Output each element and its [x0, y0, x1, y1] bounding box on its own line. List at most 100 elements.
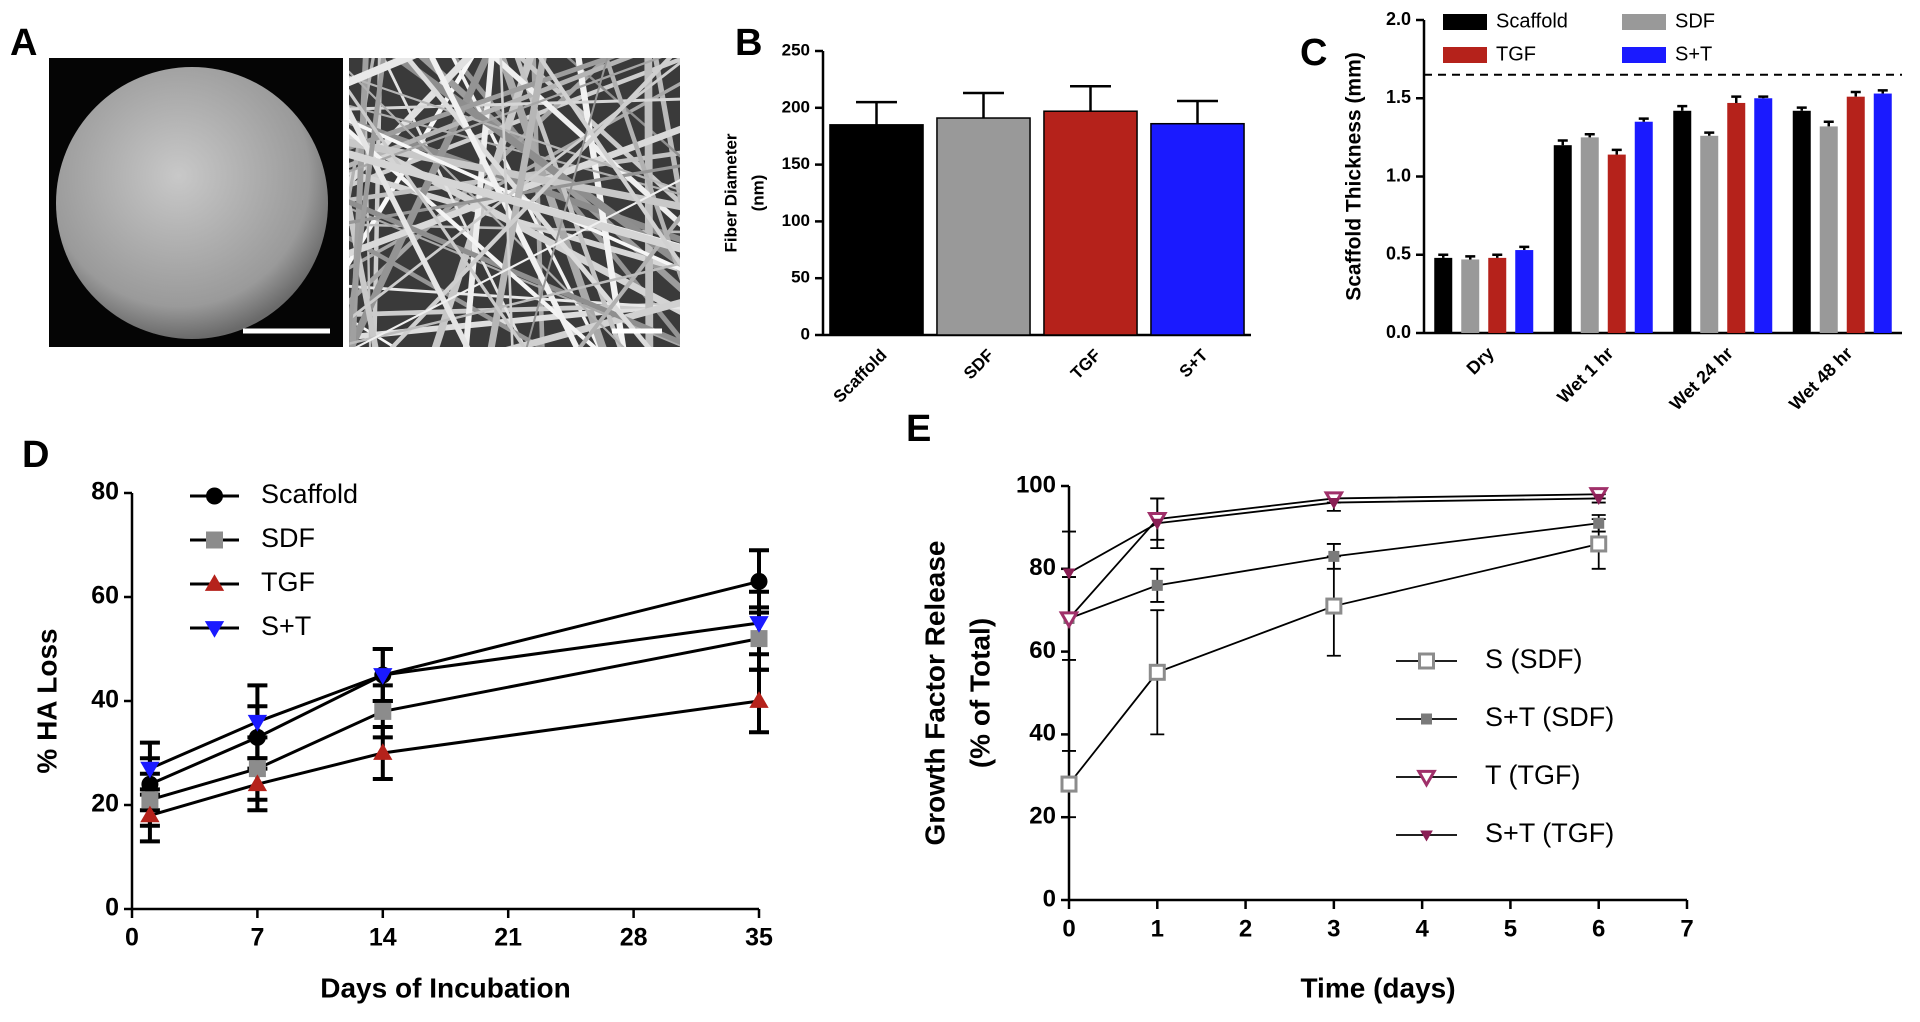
marker [248, 728, 266, 746]
legend-swatch [1622, 14, 1666, 30]
y-tick-label: 2.0 [1386, 9, 1411, 29]
fiber [354, 179, 680, 347]
bar [1700, 135, 1719, 333]
x-tick-label: Scaffold [830, 346, 891, 407]
marker [1058, 611, 1080, 630]
fiber [349, 138, 680, 211]
legend-marker [1420, 830, 1433, 842]
legend-label: T (TGF) [1485, 760, 1580, 790]
x-axis-label: Days of Incubation [320, 972, 570, 1003]
series-line [1068, 493, 1599, 620]
fiber [349, 125, 680, 257]
legend-label: SDF [1675, 10, 1715, 32]
fiber [349, 97, 680, 111]
bar [1553, 145, 1572, 333]
y-tick-label: 0.5 [1386, 244, 1411, 264]
y-tick-label: 200 [782, 97, 810, 116]
y-axis-label: (% of Total) [964, 618, 995, 768]
series-line [149, 621, 760, 770]
marker [1151, 579, 1163, 591]
fibers [349, 58, 680, 347]
marker [1060, 775, 1078, 793]
error-bar [856, 100, 897, 125]
fiber [349, 88, 526, 347]
y-tick-label: 40 [1029, 720, 1056, 747]
legend-marker [206, 487, 223, 505]
x-axis-label: Time (days) [1300, 972, 1455, 1003]
fiber [652, 58, 680, 211]
fiber [363, 58, 372, 347]
fiber [429, 58, 580, 347]
x-tick-label: 0 [1062, 915, 1075, 942]
y-tick-label: 40 [91, 686, 119, 714]
bar [1792, 110, 1811, 334]
marker [1148, 663, 1166, 681]
x-tick-label: 21 [494, 924, 522, 952]
x-tick-label: SDF [960, 346, 997, 383]
bar [1580, 137, 1599, 333]
error-bar [1850, 90, 1861, 97]
fiber [349, 58, 369, 347]
x-tick-label: 35 [745, 924, 773, 952]
bar [1819, 126, 1838, 333]
fiber [499, 58, 514, 347]
legend-marker [204, 621, 225, 638]
y-tick-label: 0 [105, 894, 119, 922]
bar [1488, 257, 1507, 333]
fiber [349, 235, 545, 347]
x-tick-label: Dry [1463, 343, 1498, 378]
bar [1043, 110, 1138, 336]
marker [247, 774, 268, 792]
series-line [149, 579, 760, 786]
fiber [349, 150, 680, 253]
x-tick-label: Wet 1 hr [1553, 343, 1617, 407]
error-bar [1492, 253, 1503, 258]
panel-label: B [735, 22, 762, 64]
legend-swatch [1443, 14, 1487, 30]
error-bar [1611, 148, 1622, 155]
marker [749, 691, 769, 708]
fiber [349, 58, 634, 169]
x-tick-label: 1 [1151, 915, 1164, 942]
legend-label: S+T (SDF) [1485, 702, 1614, 732]
y-tick-label: 1.0 [1386, 165, 1411, 185]
x-tick-label: 4 [1415, 915, 1429, 942]
series-line [149, 699, 760, 817]
x-tick-label: 7 [1680, 915, 1693, 942]
bar [936, 117, 1031, 336]
marker [374, 702, 392, 720]
bar [1515, 250, 1534, 333]
fiber [505, 299, 680, 347]
series-line [1068, 543, 1599, 785]
error-bar [1731, 95, 1742, 103]
marker [750, 630, 768, 648]
fiber [389, 58, 673, 347]
legend-label: S+T (TGF) [1485, 818, 1614, 848]
marker [140, 761, 160, 779]
x-tick-label: 0 [125, 924, 139, 952]
y-tick-label: 80 [91, 478, 119, 506]
legend-marker [1418, 652, 1435, 670]
bar [1754, 98, 1773, 333]
bar [1607, 154, 1626, 333]
x-tick-label: Wet 24 hr [1666, 343, 1737, 414]
fiber [577, 214, 680, 347]
y-tick-label: 100 [782, 211, 810, 230]
fiber [349, 58, 375, 208]
legend-label: TGF [1496, 43, 1536, 65]
panel-label: E [906, 408, 931, 450]
marker [1593, 517, 1605, 529]
fiber [349, 58, 663, 173]
legend-label: Scaffold [1496, 10, 1568, 32]
fiber [603, 58, 680, 282]
x-tick-label: TGF [1067, 346, 1104, 383]
error-bar [1557, 139, 1568, 146]
panel-label: D [22, 434, 49, 476]
error-bar [1704, 131, 1715, 136]
error-bar [1177, 99, 1218, 124]
y-axis-label: % HA Loss [31, 628, 62, 773]
x-tick-label: Wet 48 hr [1785, 343, 1856, 414]
marker [140, 805, 160, 823]
error-bar [963, 91, 1004, 119]
